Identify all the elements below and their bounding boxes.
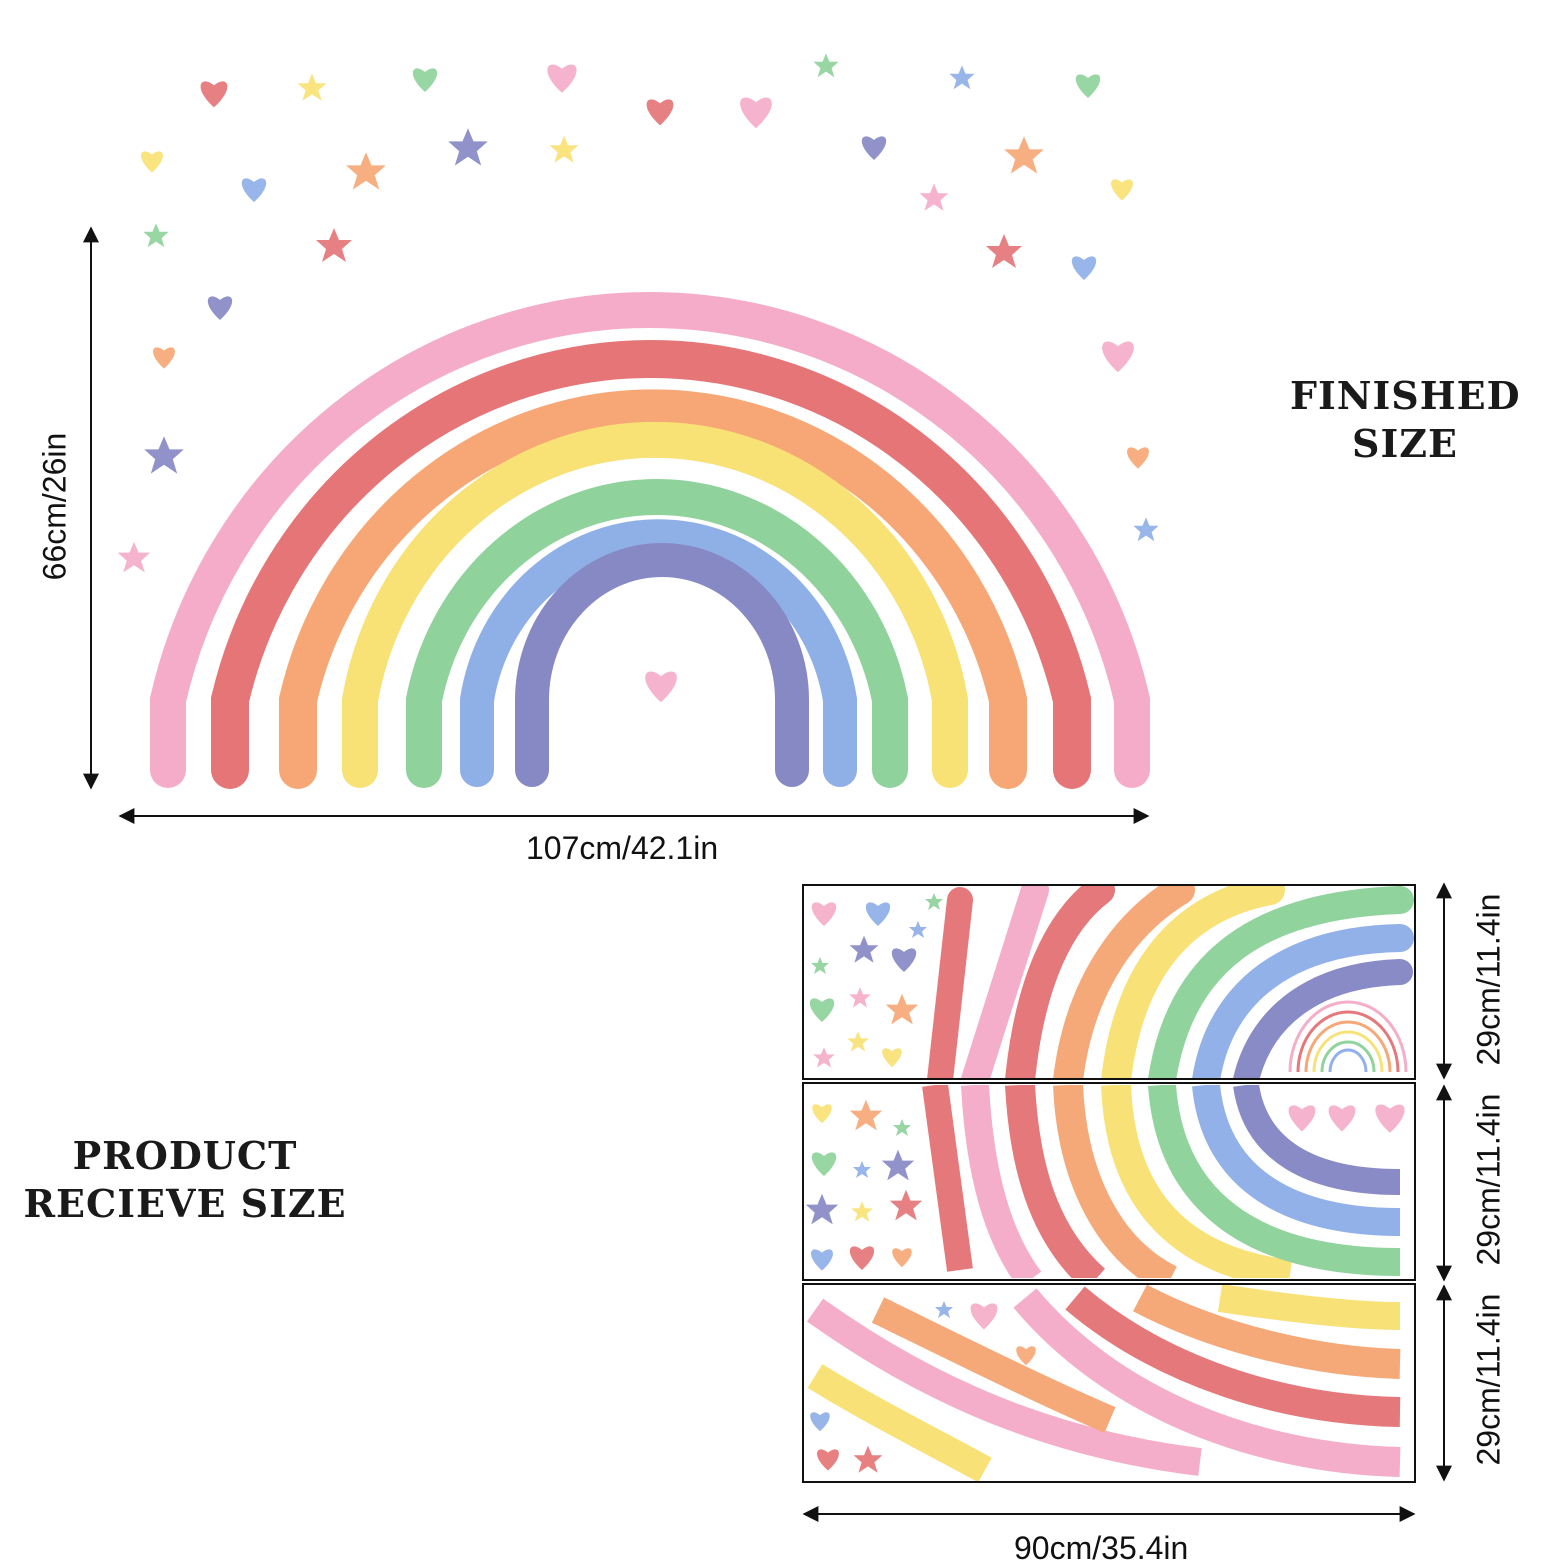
heart-icon [412,68,438,92]
heart-icon [241,178,267,202]
received-width-label: 90cm/35.4in [1014,1530,1189,1566]
heart-icon [1071,256,1097,280]
star-icon [297,73,327,101]
heart-icon [740,97,772,129]
sheet-1-height-label: 29cm/11.4in [1470,893,1507,1066]
arc-purple [515,543,809,787]
star-icon [143,223,169,248]
star-icon [919,183,949,211]
heart-icon [1127,447,1149,469]
star-icon [316,228,352,262]
star-icon [949,65,975,90]
heart-icon [1111,179,1133,201]
heart-icon [1075,74,1101,98]
arc-red [211,340,1091,789]
finished-size-heading: FINISHED SIZE [1290,372,1520,468]
received-heading-line1: PRODUCT [72,1133,298,1178]
finished-height-label: 66cm/26in [36,432,73,581]
heart-icon [646,99,674,126]
received-heading-line2: RECIEVE SIZE [23,1181,347,1226]
finished-heading-line2: SIZE [1352,421,1458,466]
star-icon [986,234,1022,268]
sheet-2-height-label: 29cm/11.4in [1470,1093,1507,1266]
heart-icon [207,296,233,320]
decorations [117,53,1159,703]
star-icon [1004,136,1044,174]
finished-width-label: 107cm/42.1in [526,830,719,866]
finished-heading-line1: FINISHED [1290,373,1521,418]
arc-blue [460,519,857,787]
sheet-2 [802,1082,1416,1281]
heart-icon [547,64,577,93]
heart-icon [861,136,887,160]
sheet-1 [802,884,1416,1080]
received-size-heading: PRODUCT RECIEVE SIZE [20,1132,350,1228]
star-icon [813,53,839,78]
arc-pink [150,292,1150,788]
heart-icon [141,151,163,173]
sheet-3 [802,1283,1416,1483]
heart-icon [645,671,677,703]
heart-icon [153,347,175,369]
finished-rainbow [150,292,1150,789]
star-icon [346,152,386,190]
star-icon [549,135,579,163]
arc-orange [279,389,1027,789]
star-icon [448,128,488,166]
heart-icon [200,81,228,108]
star-icon [144,436,184,474]
mini-rainbow-icon [1288,1000,1408,1073]
star-icon [1133,517,1159,542]
sheet-3-height-label: 29cm/11.4in [1470,1293,1507,1466]
arc-green [406,479,908,788]
heart-icon [1102,341,1134,373]
star-icon [117,541,151,573]
arc-yellow [342,421,968,788]
